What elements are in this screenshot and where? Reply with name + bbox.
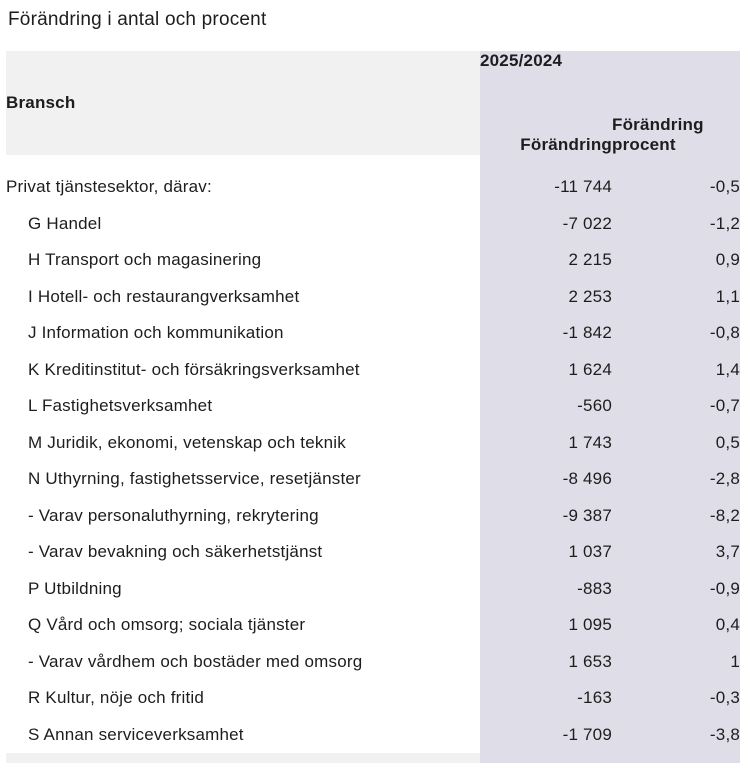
- percent-cell: -3,8: [612, 716, 741, 753]
- table-row: K Kreditinstitut- och försäkringsverksam…: [6, 351, 741, 388]
- change-cell: 1 095: [480, 607, 612, 644]
- change-cell: 1 624: [480, 351, 612, 388]
- group-header-year: 2025/2024: [480, 51, 741, 84]
- percent-cell: 1: [612, 643, 741, 680]
- change-cell: -11 744: [480, 155, 612, 206]
- change-cell: -9 387: [480, 497, 612, 534]
- table-footer-strip: [6, 753, 741, 763]
- table-row: L Fastighetsverksamhet -560 -0,7: [6, 388, 741, 425]
- bransch-cell: - Varav personaluthyrning, rekrytering: [28, 505, 319, 525]
- table-row: R Kultur, nöje och fritid -163 -0,3: [6, 680, 741, 717]
- percent-cell: 3,7: [612, 534, 741, 571]
- column-header-bransch: Bransch: [6, 51, 480, 155]
- percent-cell: -8,2: [612, 497, 741, 534]
- header-row-group: Bransch 2025/2024: [6, 51, 741, 155]
- table-row: P Utbildning -883 -0,9: [6, 570, 741, 607]
- change-table: Bransch 2025/2024 Förändring Förändring …: [6, 51, 741, 763]
- column-header-forandring-procent: Förändring procent: [612, 84, 741, 155]
- table-header: Bransch 2025/2024 Förändring Förändring …: [6, 51, 741, 155]
- percent-cell: 0,5: [612, 424, 741, 461]
- table-row: M Juridik, ekonomi, vetenskap och teknik…: [6, 424, 741, 461]
- bransch-cell: J Information och kommunikation: [28, 323, 284, 343]
- footer-left-strip: [6, 753, 480, 763]
- percent-cell: 0,9: [612, 242, 741, 279]
- page-title: Förändring i antal och procent: [8, 9, 267, 30]
- bransch-cell: P Utbildning: [28, 578, 122, 598]
- bransch-cell: L Fastighetsverksamhet: [28, 396, 213, 416]
- change-cell: -8 496: [480, 461, 612, 498]
- change-cell: 1 653: [480, 643, 612, 680]
- bransch-cell: G Handel: [28, 213, 102, 233]
- percent-cell: -0,7: [612, 388, 741, 425]
- table-row: J Information och kommunikation -1 842 -…: [6, 315, 741, 352]
- percent-cell: -1,2: [612, 205, 741, 242]
- table-row: S Annan serviceverksamhet -1 709 -3,8: [6, 716, 741, 753]
- bransch-cell: Q Vård och omsorg; sociala tjänster: [28, 615, 306, 635]
- bransch-cell: S Annan serviceverksamhet: [28, 724, 244, 744]
- bransch-cell: Privat tjänstesektor, därav:: [6, 177, 212, 197]
- table-body: Privat tjänstesektor, därav: -11 744 -0,…: [6, 155, 741, 763]
- table-row: N Uthyrning, fastighetsservice, resetjän…: [6, 461, 741, 498]
- bransch-cell: H Transport och magasinering: [28, 250, 262, 270]
- table-row: Privat tjänstesektor, därav: -11 744 -0,…: [6, 155, 741, 206]
- table-row: - Varav personaluthyrning, rekrytering -…: [6, 497, 741, 534]
- change-cell: 2 253: [480, 278, 612, 315]
- percent-cell: 1,4: [612, 351, 741, 388]
- bransch-cell: N Uthyrning, fastighetsservice, resetjän…: [28, 469, 361, 489]
- percent-cell: -0,3: [612, 680, 741, 717]
- footer-right-strip: [480, 753, 741, 763]
- table-row: Q Vård och omsorg; sociala tjänster 1 09…: [6, 607, 741, 644]
- change-cell: 2 215: [480, 242, 612, 279]
- table-row: I Hotell- och restaurangverksamhet 2 253…: [6, 278, 741, 315]
- change-cell: -1 709: [480, 716, 612, 753]
- change-cell: -560: [480, 388, 612, 425]
- change-cell: 1 037: [480, 534, 612, 571]
- table-row: - Varav bevakning och säkerhetstjänst 1 …: [6, 534, 741, 571]
- change-cell: -7 022: [480, 205, 612, 242]
- change-cell: -883: [480, 570, 612, 607]
- bransch-cell: K Kreditinstitut- och försäkringsverksam…: [28, 359, 360, 379]
- table-row: - Varav vårdhem och bostäder med omsorg …: [6, 643, 741, 680]
- bransch-cell: M Juridik, ekonomi, vetenskap och teknik: [28, 432, 346, 452]
- header-row-columns: Förändring Förändring procent: [6, 84, 741, 155]
- change-cell: -163: [480, 680, 612, 717]
- percent-cell: -0,5: [612, 155, 741, 206]
- bransch-cell: I Hotell- och restaurangverksamhet: [28, 286, 300, 306]
- column-header-forandring: Förändring: [480, 84, 612, 155]
- change-cell: 1 743: [480, 424, 612, 461]
- percent-cell: -0,8: [612, 315, 741, 352]
- percent-cell: 0,4: [612, 607, 741, 644]
- percent-cell: -0,9: [612, 570, 741, 607]
- table-row: G Handel -7 022 -1,2: [6, 205, 741, 242]
- percent-cell: -2,8: [612, 461, 741, 498]
- bransch-cell: - Varav bevakning och säkerhetstjänst: [28, 542, 323, 562]
- table-row: H Transport och magasinering 2 215 0,9: [6, 242, 741, 279]
- percent-cell: 1,1: [612, 278, 741, 315]
- bransch-cell: R Kultur, nöje och fritid: [28, 688, 205, 708]
- bransch-cell: - Varav vårdhem och bostäder med omsorg: [28, 651, 363, 671]
- change-cell: -1 842: [480, 315, 612, 352]
